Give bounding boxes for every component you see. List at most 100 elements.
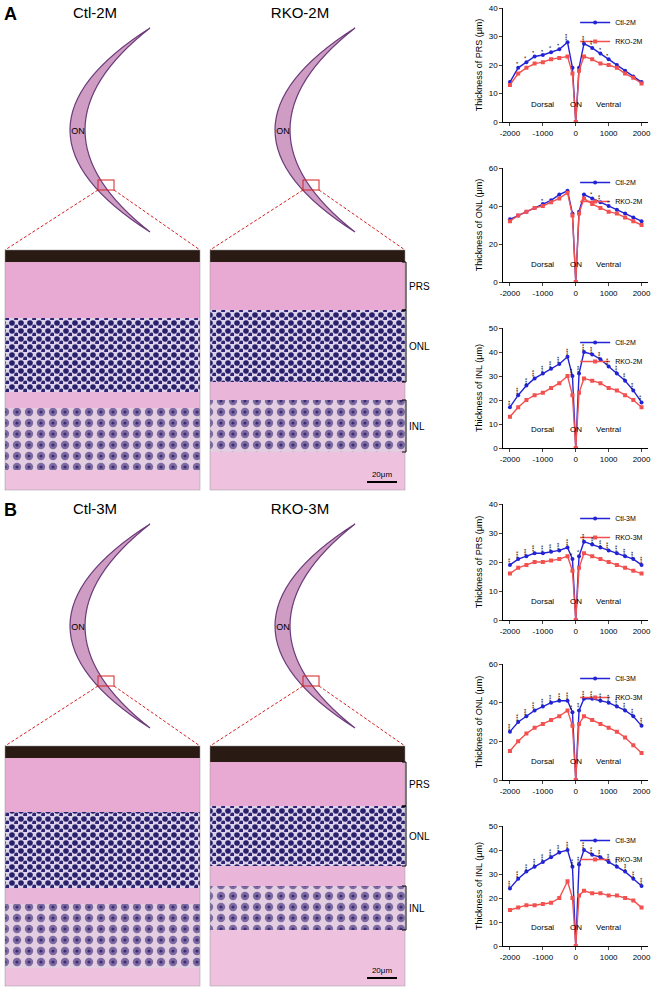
svg-text:RKO-3M: RKO-3M	[615, 534, 642, 541]
svg-text:1000: 1000	[600, 129, 618, 138]
svg-text:-1000: -1000	[533, 129, 554, 138]
svg-text:***: ***	[556, 356, 562, 364]
svg-text:***: ***	[581, 690, 587, 698]
svg-text:Ctl-2M: Ctl-2M	[615, 19, 636, 26]
svg-text:***: ***	[589, 346, 595, 354]
svg-text:***: ***	[639, 877, 645, 885]
svg-text:**: **	[638, 395, 644, 400]
svg-text:ON: ON	[570, 597, 582, 606]
svg-text:***: ***	[565, 538, 571, 546]
svg-text:1000: 1000	[600, 627, 618, 636]
svg-text:2000: 2000	[633, 627, 651, 636]
svg-text:1000: 1000	[600, 289, 618, 298]
svg-text:40: 40	[489, 202, 498, 211]
svg-text:-1000: -1000	[533, 953, 554, 962]
svg-text:***: ***	[630, 382, 636, 390]
svg-text:**: **	[589, 40, 595, 45]
svg-text:Ctl-3M: Ctl-3M	[615, 675, 636, 682]
svg-text:**: **	[597, 194, 603, 199]
svg-text:***: ***	[622, 372, 628, 380]
svg-text:***: ***	[605, 357, 611, 365]
svg-text:0: 0	[574, 627, 579, 636]
svg-text:***: ***	[532, 858, 538, 866]
svg-text:*: *	[515, 61, 521, 64]
svg-text:-2000: -2000	[500, 289, 521, 298]
svg-text:RKO-3M: RKO-3M	[615, 694, 642, 701]
svg-text:***: ***	[581, 35, 587, 43]
svg-text:*: *	[569, 553, 575, 556]
svg-text:Dorsal: Dorsal	[531, 100, 554, 109]
svg-text:***: ***	[548, 849, 554, 857]
svg-text:0: 0	[574, 953, 579, 962]
svg-text:0: 0	[574, 455, 579, 464]
svg-text:***: ***	[515, 551, 521, 559]
svg-text:RKO-3M: RKO-3M	[271, 500, 329, 517]
svg-text:PRS: PRS	[409, 281, 430, 292]
svg-text:***: ***	[623, 863, 629, 871]
svg-text:2000: 2000	[633, 129, 651, 138]
svg-text:ON: ON	[570, 425, 582, 434]
svg-text:Ctl-2M: Ctl-2M	[615, 179, 636, 186]
svg-text:10: 10	[489, 587, 498, 596]
svg-text:*: *	[540, 49, 546, 52]
svg-text:-2000: -2000	[500, 129, 521, 138]
svg-text:ON: ON	[570, 757, 582, 766]
svg-text:RKO-2M: RKO-2M	[615, 198, 642, 205]
svg-text:***: ***	[531, 369, 537, 377]
svg-text:Thickness of ONL (μm): Thickness of ONL (μm)	[474, 676, 484, 768]
svg-text:***: ***	[614, 698, 620, 706]
svg-text:***: ***	[581, 343, 587, 351]
svg-text:**: **	[576, 702, 582, 707]
svg-text:-2000: -2000	[500, 455, 521, 464]
svg-text:1000: 1000	[600, 455, 618, 464]
svg-text:*: *	[589, 192, 595, 195]
svg-text:***: ***	[576, 856, 582, 864]
svg-text:INL: INL	[409, 903, 425, 914]
svg-text:Thickness of PRS (μm): Thickness of PRS (μm)	[474, 516, 484, 609]
svg-text:*: *	[540, 198, 546, 201]
svg-text:***: ***	[540, 544, 546, 552]
svg-text:***: ***	[540, 365, 546, 373]
svg-text:ON: ON	[276, 126, 290, 136]
svg-text:Ventral: Ventral	[596, 425, 621, 434]
svg-text:20: 20	[489, 240, 498, 249]
svg-text:***: ***	[540, 698, 546, 706]
svg-text:***: ***	[556, 844, 562, 852]
svg-text:***: ***	[531, 544, 537, 552]
svg-text:A: A	[4, 4, 17, 24]
svg-text:***: ***	[507, 880, 513, 888]
svg-text:20μm: 20μm	[372, 470, 393, 479]
svg-text:ON: ON	[276, 622, 290, 632]
svg-text:30: 30	[489, 529, 498, 538]
svg-text:20: 20	[489, 396, 498, 405]
svg-text:*: *	[523, 56, 529, 59]
svg-text:20: 20	[489, 558, 498, 567]
svg-text:***: ***	[622, 548, 628, 556]
svg-text:-1000: -1000	[533, 627, 554, 636]
svg-text:***: ***	[589, 690, 595, 698]
svg-text:***: ***	[576, 365, 582, 373]
svg-text:Ventral: Ventral	[596, 260, 621, 269]
svg-text:40: 40	[489, 348, 498, 357]
svg-text:-2000: -2000	[500, 787, 521, 796]
svg-text:Ventral: Ventral	[596, 757, 621, 766]
svg-text:0: 0	[493, 616, 498, 625]
svg-text:***: ***	[565, 841, 571, 849]
svg-text:Dorsal: Dorsal	[531, 597, 554, 606]
svg-text:***: ***	[548, 694, 554, 702]
svg-text:***: ***	[581, 841, 587, 849]
svg-text:60: 60	[489, 660, 498, 669]
svg-text:***: ***	[614, 858, 620, 866]
svg-text:40: 40	[489, 698, 498, 707]
svg-text:***: ***	[540, 853, 546, 861]
svg-text:Thickness of INL (μm): Thickness of INL (μm)	[474, 344, 484, 432]
svg-text:Ventral: Ventral	[596, 923, 621, 932]
svg-text:20: 20	[489, 61, 498, 70]
svg-text:RKO-2M: RKO-2M	[615, 358, 642, 365]
svg-text:B: B	[4, 500, 17, 520]
svg-text:***: ***	[556, 542, 562, 550]
svg-text:***: ***	[507, 723, 513, 731]
svg-text:0: 0	[493, 444, 498, 453]
svg-text:RKO-2M: RKO-2M	[271, 4, 329, 21]
svg-text:***: ***	[605, 541, 611, 549]
